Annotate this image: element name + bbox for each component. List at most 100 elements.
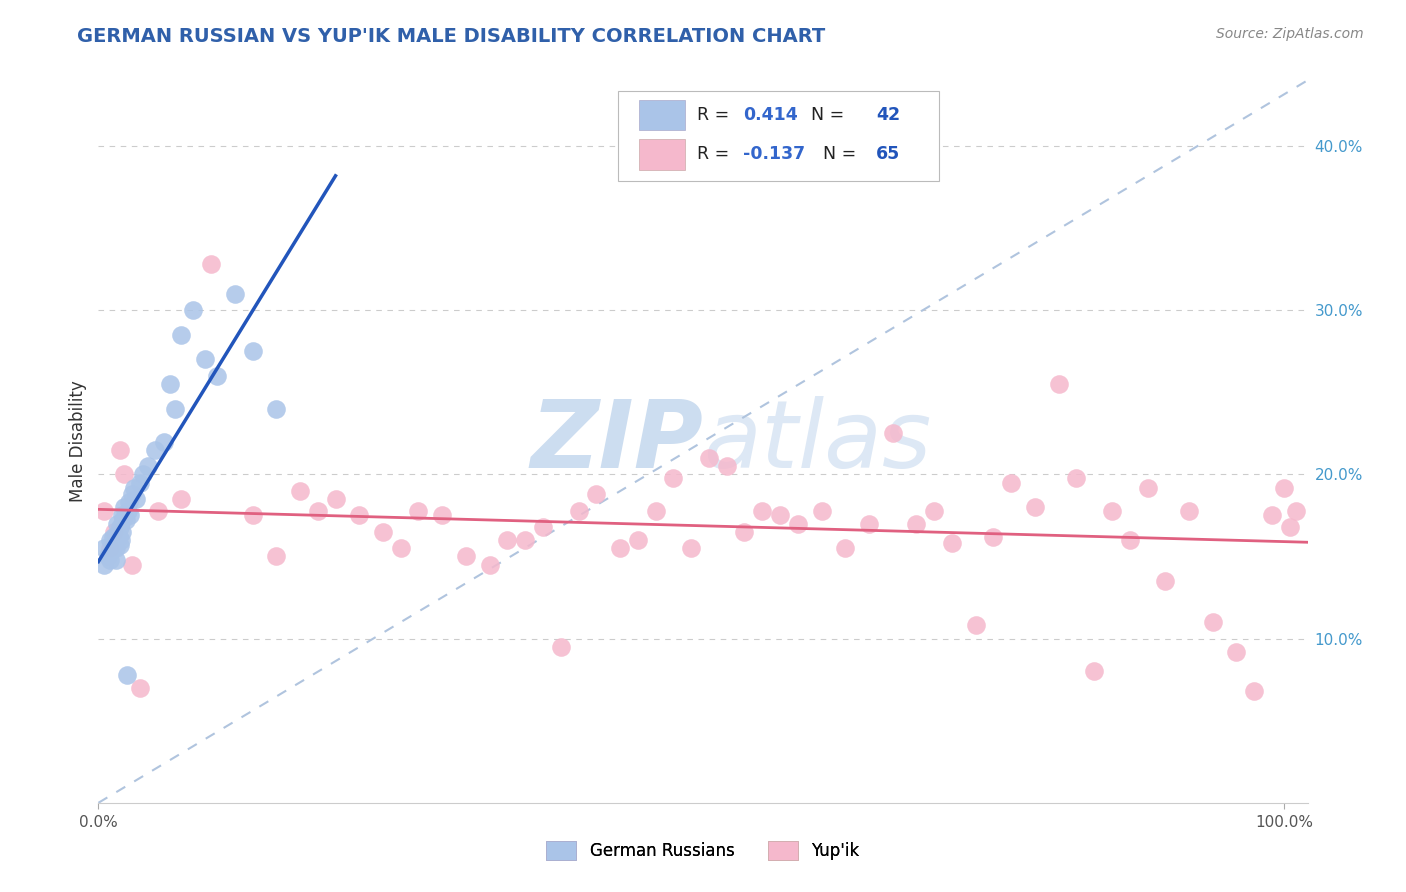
- Point: [121, 558, 143, 572]
- Point: [965, 618, 987, 632]
- Point: [98, 533, 121, 547]
- Point: [101, 530, 124, 544]
- Point: [922, 503, 945, 517]
- Point: [110, 533, 132, 547]
- Point: [108, 442, 131, 457]
- Point: [858, 516, 880, 531]
- Point: [751, 503, 773, 517]
- Point: [200, 257, 222, 271]
- Y-axis label: Male Disability: Male Disability: [69, 381, 87, 502]
- Legend: German Russians, Yup'ik: German Russians, Yup'ik: [540, 834, 866, 867]
- Text: R =: R =: [697, 145, 735, 163]
- Point: [769, 508, 792, 523]
- Point: [325, 491, 347, 506]
- Point: [810, 503, 832, 517]
- Point: [1261, 508, 1284, 523]
- Point: [1178, 503, 1201, 517]
- Text: N =: N =: [800, 106, 849, 124]
- Point: [644, 503, 666, 517]
- Point: [1101, 503, 1123, 517]
- Point: [159, 377, 181, 392]
- Point: [107, 530, 129, 544]
- Text: N =: N =: [811, 145, 862, 163]
- Point: [681, 541, 703, 556]
- Point: [105, 541, 128, 556]
- Point: [120, 508, 142, 523]
- Point: [550, 640, 572, 654]
- Point: [515, 533, 537, 547]
- Text: -0.137: -0.137: [742, 145, 806, 163]
- Point: [478, 558, 501, 572]
- Text: 42: 42: [876, 106, 900, 124]
- Point: [371, 524, 394, 539]
- Point: [93, 558, 115, 572]
- Point: [834, 541, 856, 556]
- Point: [1000, 475, 1022, 490]
- Point: [347, 508, 370, 523]
- Point: [101, 541, 124, 556]
- Point: [152, 434, 174, 449]
- Point: [1278, 520, 1301, 534]
- Point: [307, 503, 329, 517]
- Point: [585, 487, 607, 501]
- Point: [1154, 574, 1177, 588]
- Point: [432, 508, 454, 523]
- Text: GERMAN RUSSIAN VS YUP'IK MALE DISABILITY CORRELATION CHART: GERMAN RUSSIAN VS YUP'IK MALE DISABILITY…: [77, 27, 825, 45]
- Point: [111, 524, 134, 539]
- Point: [129, 475, 152, 490]
- Text: ZIP: ZIP: [530, 395, 703, 488]
- Point: [205, 368, 228, 383]
- Point: [117, 503, 139, 517]
- FancyBboxPatch shape: [638, 100, 685, 130]
- Point: [165, 401, 187, 416]
- Point: [1083, 665, 1105, 679]
- Point: [627, 533, 650, 547]
- Point: [143, 442, 166, 457]
- Point: [983, 530, 1005, 544]
- Point: [609, 541, 631, 556]
- Point: [242, 508, 264, 523]
- FancyBboxPatch shape: [619, 91, 939, 181]
- Point: [136, 459, 159, 474]
- Point: [264, 549, 287, 564]
- FancyBboxPatch shape: [638, 139, 685, 169]
- Text: R =: R =: [697, 106, 735, 124]
- Point: [716, 459, 738, 474]
- Point: [146, 503, 169, 517]
- Point: [1202, 615, 1225, 630]
- Point: [1024, 500, 1046, 515]
- Point: [103, 524, 125, 539]
- Point: [97, 549, 120, 564]
- Point: [662, 470, 685, 484]
- Point: [103, 536, 125, 550]
- Point: [118, 495, 141, 509]
- Text: Source: ZipAtlas.com: Source: ZipAtlas.com: [1216, 27, 1364, 41]
- Point: [108, 520, 131, 534]
- Point: [98, 553, 121, 567]
- Point: [1047, 377, 1070, 392]
- Point: [288, 483, 311, 498]
- Text: 65: 65: [876, 145, 900, 163]
- Point: [170, 491, 193, 506]
- Point: [1225, 645, 1247, 659]
- Point: [454, 549, 477, 564]
- Point: [98, 541, 121, 556]
- Point: [105, 553, 128, 567]
- Point: [122, 481, 145, 495]
- Point: [129, 681, 152, 695]
- Point: [734, 524, 756, 539]
- Point: [224, 286, 246, 301]
- Point: [194, 352, 217, 367]
- Point: [114, 513, 136, 527]
- Point: [105, 528, 128, 542]
- Point: [132, 467, 155, 482]
- Point: [882, 426, 904, 441]
- Point: [108, 538, 131, 552]
- Point: [905, 516, 928, 531]
- Point: [1066, 470, 1088, 484]
- Point: [115, 667, 138, 681]
- Point: [1136, 481, 1159, 495]
- Text: atlas: atlas: [703, 396, 931, 487]
- Point: [181, 303, 204, 318]
- Point: [105, 516, 128, 531]
